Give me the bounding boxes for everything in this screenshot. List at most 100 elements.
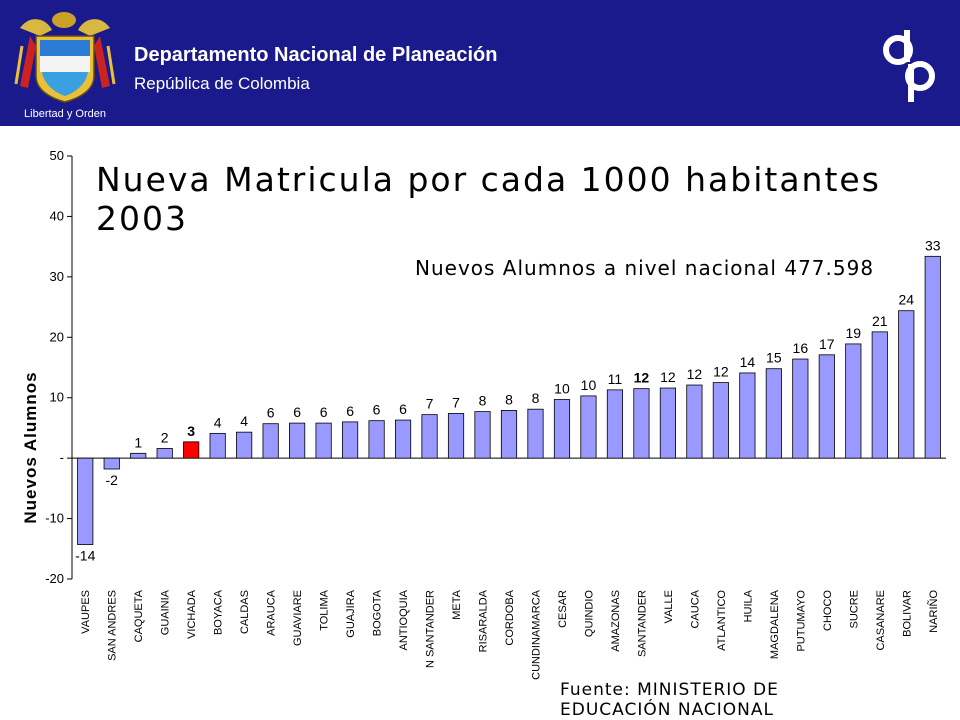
category-label: TOLIMA (319, 589, 331, 630)
bar-cordoba (500, 410, 518, 459)
data-label: -14 (75, 548, 95, 564)
bar-n-santander (421, 414, 438, 459)
category-label: MAGDALENA (769, 589, 781, 659)
y-tick-label: 40 (50, 208, 64, 223)
organization-name: Departamento Nacional de Planeación (134, 44, 498, 66)
category-label: ANTIOQUIA (398, 589, 410, 650)
bar-boyaca (209, 432, 226, 459)
bar-vichada (183, 441, 200, 459)
bar-vaupes (77, 457, 94, 545)
category-label: VAUPES (80, 590, 92, 634)
data-label: 14 (740, 354, 756, 370)
data-label: 6 (399, 401, 407, 417)
data-label: 12 (634, 370, 650, 386)
bar-guaviare (289, 422, 306, 459)
category-label: ARAUCA (266, 589, 278, 636)
data-label: 6 (320, 404, 328, 420)
category-label: SUCRE (848, 590, 860, 629)
category-label: BOGOTA (372, 589, 384, 636)
category-label: PUTUMAYO (795, 590, 807, 652)
category-label: BOLIVAR (901, 590, 913, 637)
data-label: 11 (608, 371, 623, 387)
data-label: 6 (346, 403, 354, 419)
category-label: CHOCO (822, 590, 834, 631)
category-label: SAN ANDRES (107, 590, 119, 661)
category-label: CASANARE (875, 590, 887, 651)
bar-caqueta (130, 452, 147, 459)
category-label: HUILA (742, 589, 754, 622)
category-label: CUNDINAMARCA (530, 589, 542, 680)
bar-tolima (315, 422, 332, 459)
bar-santander (633, 388, 650, 459)
category-label: QUINDIO (583, 590, 595, 638)
data-label: 8 (479, 393, 487, 409)
chart-title: Nueva Matricula por cada 1000 habitantes… (96, 160, 881, 238)
bar-magdalena (765, 368, 782, 459)
data-label: 17 (819, 336, 835, 352)
bar-putumayo (792, 358, 809, 459)
bar-amazonas (606, 389, 624, 459)
data-label: 2 (161, 429, 169, 445)
y-tick-label: 10 (50, 390, 64, 405)
data-label: 10 (554, 381, 570, 397)
bar-casanare (871, 331, 888, 459)
category-label: N SANTANDER (425, 590, 437, 668)
bar-guajira (342, 421, 359, 459)
category-label: NARIÑO (927, 590, 940, 633)
header-banner: Libertad y Orden Departamento Nacional d… (0, 0, 960, 126)
bar-guainia (156, 448, 173, 459)
bar-cundinamarca (527, 408, 544, 459)
data-label: 19 (846, 325, 862, 341)
y-tick-label: - (60, 450, 64, 465)
bar-huila (739, 372, 756, 459)
bar-caldas (236, 431, 253, 459)
category-label: RISARALDA (478, 589, 490, 652)
y-tick-label: 20 (50, 329, 64, 344)
data-label: 8 (532, 390, 540, 406)
chart-annotation: Nuevos Alumnos a nivel nacional 477.598 (415, 256, 875, 280)
y-tick-label: 30 (50, 269, 64, 284)
data-label: 12 (687, 366, 703, 382)
data-label: 7 (426, 396, 434, 412)
data-label: 4 (240, 413, 248, 429)
category-label: GUAINIA (160, 589, 172, 635)
organization-country: República de Colombia (134, 74, 310, 93)
bar-meta (447, 413, 465, 459)
category-label: GUAVIARE (292, 590, 304, 646)
category-label: BOYACA (213, 589, 225, 635)
y-tick-label: -20 (45, 571, 64, 586)
bar-risaralda (474, 411, 491, 459)
data-label: 12 (713, 364, 729, 380)
bar-arauca (262, 423, 279, 459)
category-label: META (451, 589, 463, 619)
category-label: CALDAS (239, 590, 251, 634)
bar-valle (659, 387, 676, 459)
category-label: AMAZONAS (610, 590, 622, 652)
data-label: -2 (106, 472, 119, 488)
data-label: 7 (452, 394, 460, 410)
data-label: 4 (214, 414, 222, 430)
data-label: 33 (925, 237, 941, 253)
category-label: CAQUETA (133, 589, 145, 642)
data-label: 15 (766, 350, 782, 366)
bar-quindio (580, 395, 597, 459)
bar-choco (818, 354, 835, 459)
bar-nariño (924, 255, 941, 459)
category-label: CORDOBA (504, 589, 516, 645)
y-tick-label: -10 (45, 511, 64, 526)
bar-antioquia (394, 419, 412, 459)
category-label: GUAJIRA (345, 589, 357, 637)
data-label: 16 (793, 340, 809, 356)
data-label: 6 (267, 405, 275, 421)
category-label: ATLANTICO (716, 590, 728, 651)
data-label: 8 (505, 391, 513, 407)
data-label: 12 (660, 369, 676, 385)
category-label: CESAR (557, 590, 569, 628)
data-label: 3 (187, 423, 195, 439)
category-label: VICHADA (186, 589, 198, 639)
data-label: 10 (581, 377, 597, 393)
dnp-logo-icon (883, 30, 935, 102)
bar-sucre (845, 343, 862, 459)
bar-bogota (368, 420, 385, 459)
